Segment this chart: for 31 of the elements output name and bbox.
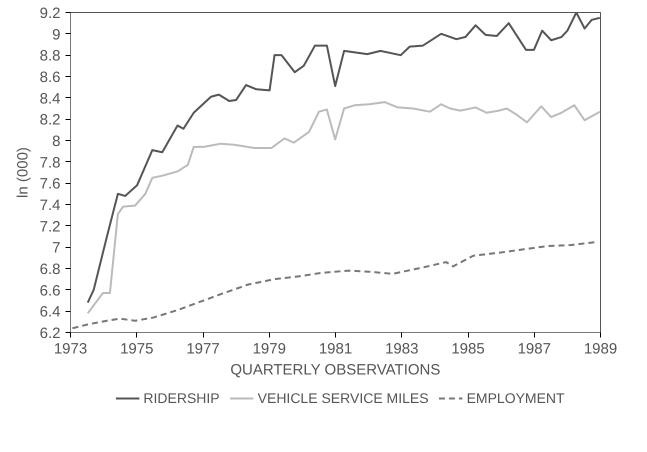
y-tick-label: 9.2 — [40, 5, 61, 22]
y-tick-label: 6.6 — [40, 282, 61, 300]
y-tick-label: 7 — [52, 240, 60, 257]
line-series — [86, 101, 600, 314]
x-tick-label: 1981 — [318, 340, 352, 358]
y-tick-label: 8.2 — [40, 112, 61, 129]
x-tick-label: 1989 — [584, 340, 618, 358]
x-tick-label: 1985 — [451, 340, 485, 358]
x-tick-label: 1987 — [518, 340, 551, 358]
x-tick-label: 1973 — [54, 340, 88, 358]
y-tick-label: 7.2 — [40, 218, 61, 236]
y-tick-label: 7.4 — [40, 197, 61, 214]
x-tick-label: 1979 — [252, 340, 286, 358]
y-tick-label: 6.8 — [40, 261, 61, 278]
y-tick-label: 7.8 — [40, 154, 61, 172]
x-tick-label: 1975 — [120, 340, 154, 358]
legend-label: EMPLOYMENT — [466, 390, 565, 406]
x-tick-label: 1983 — [385, 340, 418, 358]
y-tick-label: 8.8 — [40, 48, 61, 65]
y-tick-label: 7.6 — [40, 176, 61, 193]
legend-label: VEHICLE SERVICE MILES — [258, 390, 429, 406]
x-axis-title: QUARTERLY OBSERVATIONS — [230, 362, 440, 378]
y-tick-label: 6.4 — [40, 304, 61, 321]
y-axis-title: ln (000) — [14, 147, 32, 198]
y-tick-label: 8 — [52, 133, 60, 150]
y-tick-label: 8.6 — [40, 69, 61, 86]
y-tick-label: 9 — [52, 26, 60, 44]
y-tick-label: 8.4 — [40, 90, 61, 108]
x-tick-label: 1977 — [186, 340, 220, 358]
legend-label: RIDERSHIP — [143, 390, 220, 406]
y-tick-label: 6.2 — [40, 325, 61, 342]
